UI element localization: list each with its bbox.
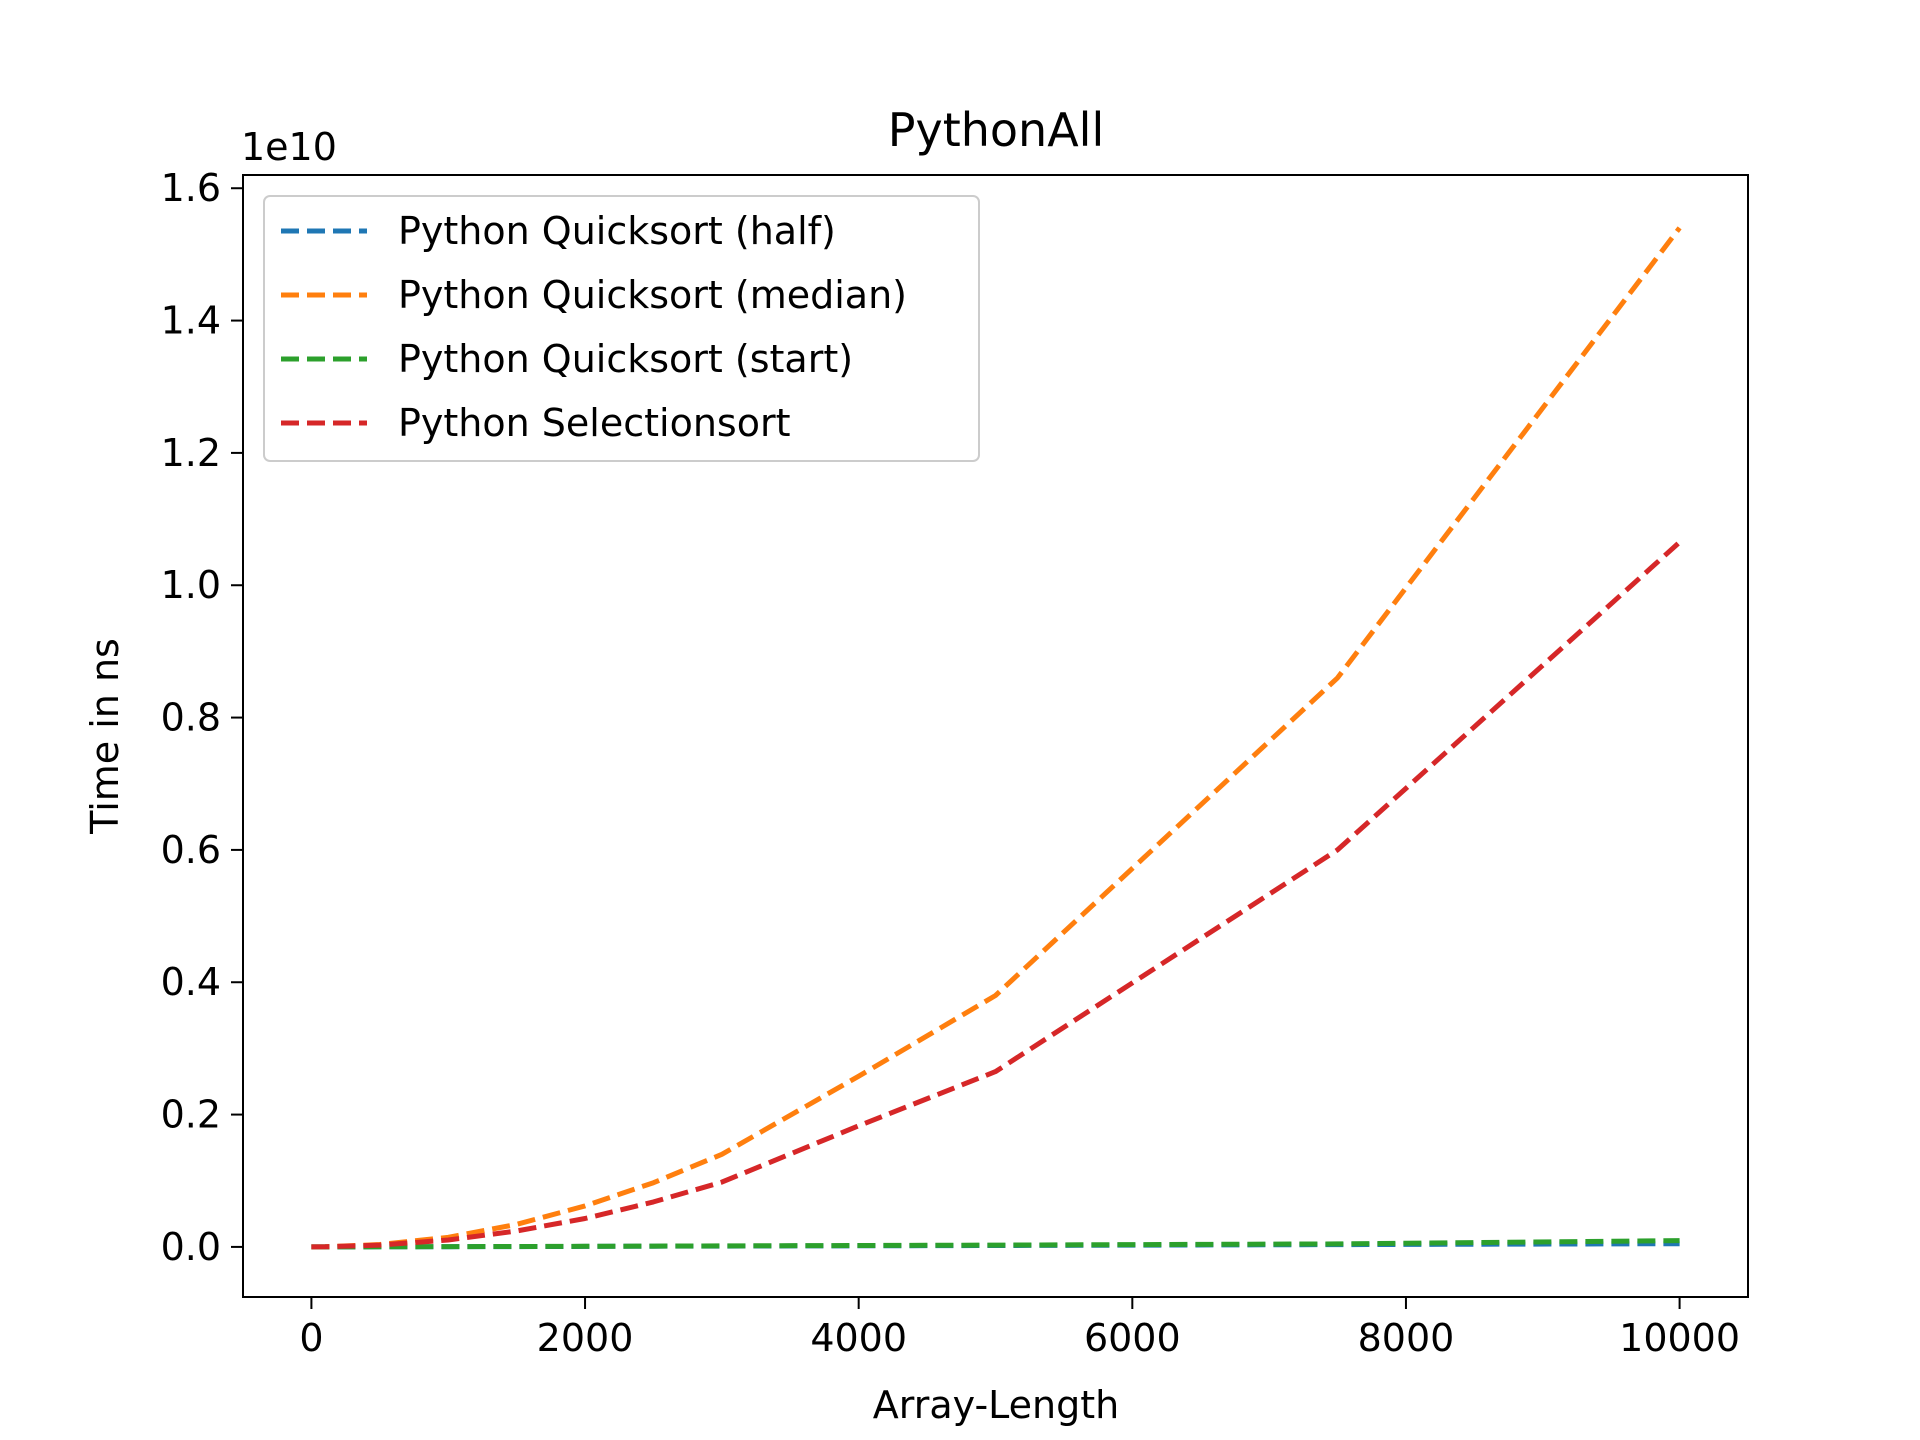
y-tick-label: 1.2 <box>161 431 221 475</box>
legend-entries: Python Quicksort (half) Python Quicksort … <box>281 209 907 445</box>
x-tick-label: 2000 <box>537 1316 634 1360</box>
x-tick-label: 4000 <box>810 1316 907 1360</box>
y-tick-label: 0.2 <box>161 1093 221 1137</box>
legend-box <box>263 195 980 462</box>
y-axis-offset-label: 1e10 <box>241 125 337 169</box>
x-tick-label: 10000 <box>1619 1316 1740 1360</box>
x-axis-label: Array-Length <box>873 1383 1119 1427</box>
chart-title: PythonAll <box>888 103 1104 157</box>
legend-label-python-quicksort-half: Python Quicksort (half) <box>398 209 836 253</box>
y-axis-ticks: 0.0 0.2 0.4 0.6 0.8 1.0 1.2 1.4 1.6 <box>161 166 243 1269</box>
x-tick-label: 0 <box>299 1316 323 1360</box>
x-tick-label: 6000 <box>1084 1316 1181 1360</box>
legend-label-python-quicksort-median: Python Quicksort (median) <box>398 273 907 317</box>
legend: Python Quicksort (half) Python Quicksort … <box>263 195 980 462</box>
legend-label-python-quicksort-start: Python Quicksort (start) <box>398 337 853 381</box>
y-tick-label: 0.8 <box>161 696 221 740</box>
series-layer <box>311 226 1682 1250</box>
y-tick-label: 1.4 <box>161 299 221 343</box>
y-axis-label: Time in ns <box>83 638 127 835</box>
plot-frame <box>242 174 1749 1298</box>
series-line-python-selectionsort <box>311 540 1682 1250</box>
y-tick-label: 1.0 <box>161 563 221 607</box>
y-tick-label: 0.6 <box>161 828 221 872</box>
y-tick-label: 0.4 <box>161 960 221 1004</box>
x-tick-label: 8000 <box>1358 1316 1455 1360</box>
y-tick-label: 0.0 <box>161 1225 221 1269</box>
y-tick-label: 1.6 <box>161 166 221 210</box>
legend-label-python-selectionsort: Python Selectionsort <box>398 401 791 445</box>
x-axis-ticks: 0 2000 4000 6000 8000 10000 <box>299 1297 1740 1360</box>
